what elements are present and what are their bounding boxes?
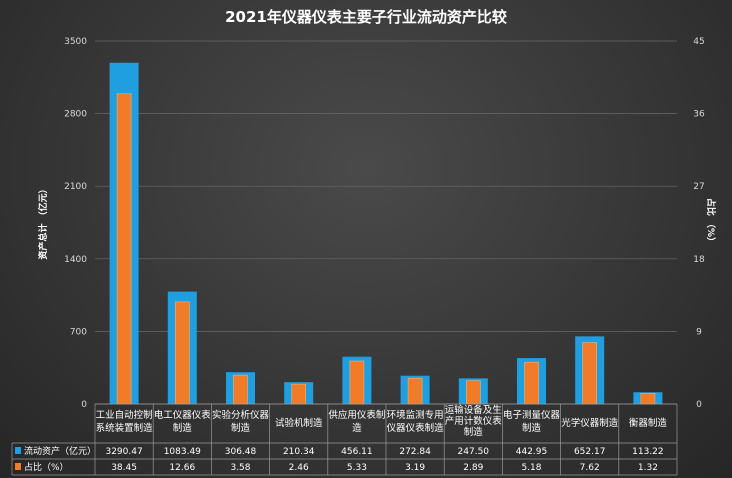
x-tick-label: 系统装置制造 (96, 422, 154, 434)
y2-tick-label: 0 (696, 400, 702, 410)
x-tick-label: 运输设备及生 (445, 404, 503, 416)
y-tick-label: 2100 (64, 182, 87, 192)
data-label: 113.22 (632, 447, 664, 457)
data-label: 2.89 (463, 463, 483, 473)
x-tick-label: 环境监测专用 (387, 409, 444, 421)
bar-share (582, 342, 598, 405)
data-label: 3.19 (405, 463, 425, 473)
data-label: 7.62 (580, 463, 600, 473)
data-label: 3290.47 (105, 447, 142, 457)
data-label: 1083.49 (164, 447, 201, 457)
bar-share (175, 301, 190, 405)
bar-share (233, 374, 248, 405)
y2-tick-label: 36 (693, 110, 705, 120)
y2-tick-label: 45 (693, 37, 704, 47)
y-axis-label: 资产总计 （亿元） (37, 184, 49, 259)
data-label: 456.11 (341, 447, 373, 457)
bar-share (465, 380, 481, 405)
legend-entry: 流动资产（亿元） (24, 445, 96, 457)
x-tick-label: 制造 (464, 426, 484, 438)
y2-tick-label: 27 (693, 182, 704, 192)
legend-swatch (15, 463, 21, 470)
data-label: 38.45 (111, 463, 137, 473)
x-tick-label: 工业自动控制 (96, 409, 153, 421)
y-axis-right: 0 9 18 27 36 45 (693, 37, 705, 410)
x-tick-label: 电工仪器仪表 (154, 409, 212, 421)
data-label: 12.66 (169, 463, 195, 473)
data-label: 247.50 (458, 447, 490, 457)
bar-share (524, 361, 539, 405)
bar-share (640, 393, 656, 405)
y-tick-label: 700 (70, 327, 87, 337)
y-tick-label: 1400 (64, 255, 87, 265)
bars (109, 62, 663, 405)
x-tick-label: 造 (352, 422, 362, 434)
y-axis-left: 0 700 1400 2100 2800 3500 (64, 37, 87, 410)
legend-entry: 占比（%） (24, 461, 69, 473)
y-tick-label: 3500 (64, 37, 87, 47)
x-tick-label: 光学仪器制造 (561, 417, 619, 429)
y2-axis-label: 占比 （%） (705, 198, 717, 246)
x-tick-label: 试验机制造 (275, 417, 323, 429)
data-label: 272.84 (399, 447, 431, 457)
data-label: 5.18 (521, 463, 541, 473)
bar-share (116, 93, 132, 405)
x-tick-label: 实验分析仪器 (212, 409, 270, 421)
data-label: 442.95 (516, 447, 548, 457)
x-tick-label: 供应用仪表制 (328, 409, 385, 421)
x-tick-label: 制造 (231, 422, 251, 434)
y-tick-label: 2800 (64, 110, 87, 120)
data-label: 306.48 (225, 447, 257, 457)
x-tick-label: 制造 (522, 422, 542, 434)
data-label: 2.46 (289, 463, 309, 473)
data-label: 5.33 (347, 463, 367, 473)
data-label: 210.34 (283, 447, 315, 457)
y2-tick-label: 9 (696, 327, 702, 337)
bar-share (349, 360, 365, 405)
bar-share (291, 383, 307, 405)
x-tick-label: 电子测量仪器 (503, 409, 561, 421)
chart-title: 2021年仪器仪表主要子行业流动资产比较 (225, 8, 507, 26)
y-tick-label: 0 (81, 400, 87, 410)
legend-swatch (15, 447, 21, 454)
bar-share (407, 377, 423, 405)
data-label: 1.32 (638, 463, 658, 473)
data-label: 652.17 (574, 447, 606, 457)
x-tick-label: 制造 (173, 422, 193, 434)
y2-tick-label: 18 (693, 255, 705, 265)
x-tick-label: 衡器制造 (629, 417, 668, 429)
data-label: 3.58 (230, 463, 250, 473)
x-tick-label: 仪器仪表制造 (387, 422, 445, 434)
x-tick-label: 产用计数仪表 (445, 415, 503, 427)
